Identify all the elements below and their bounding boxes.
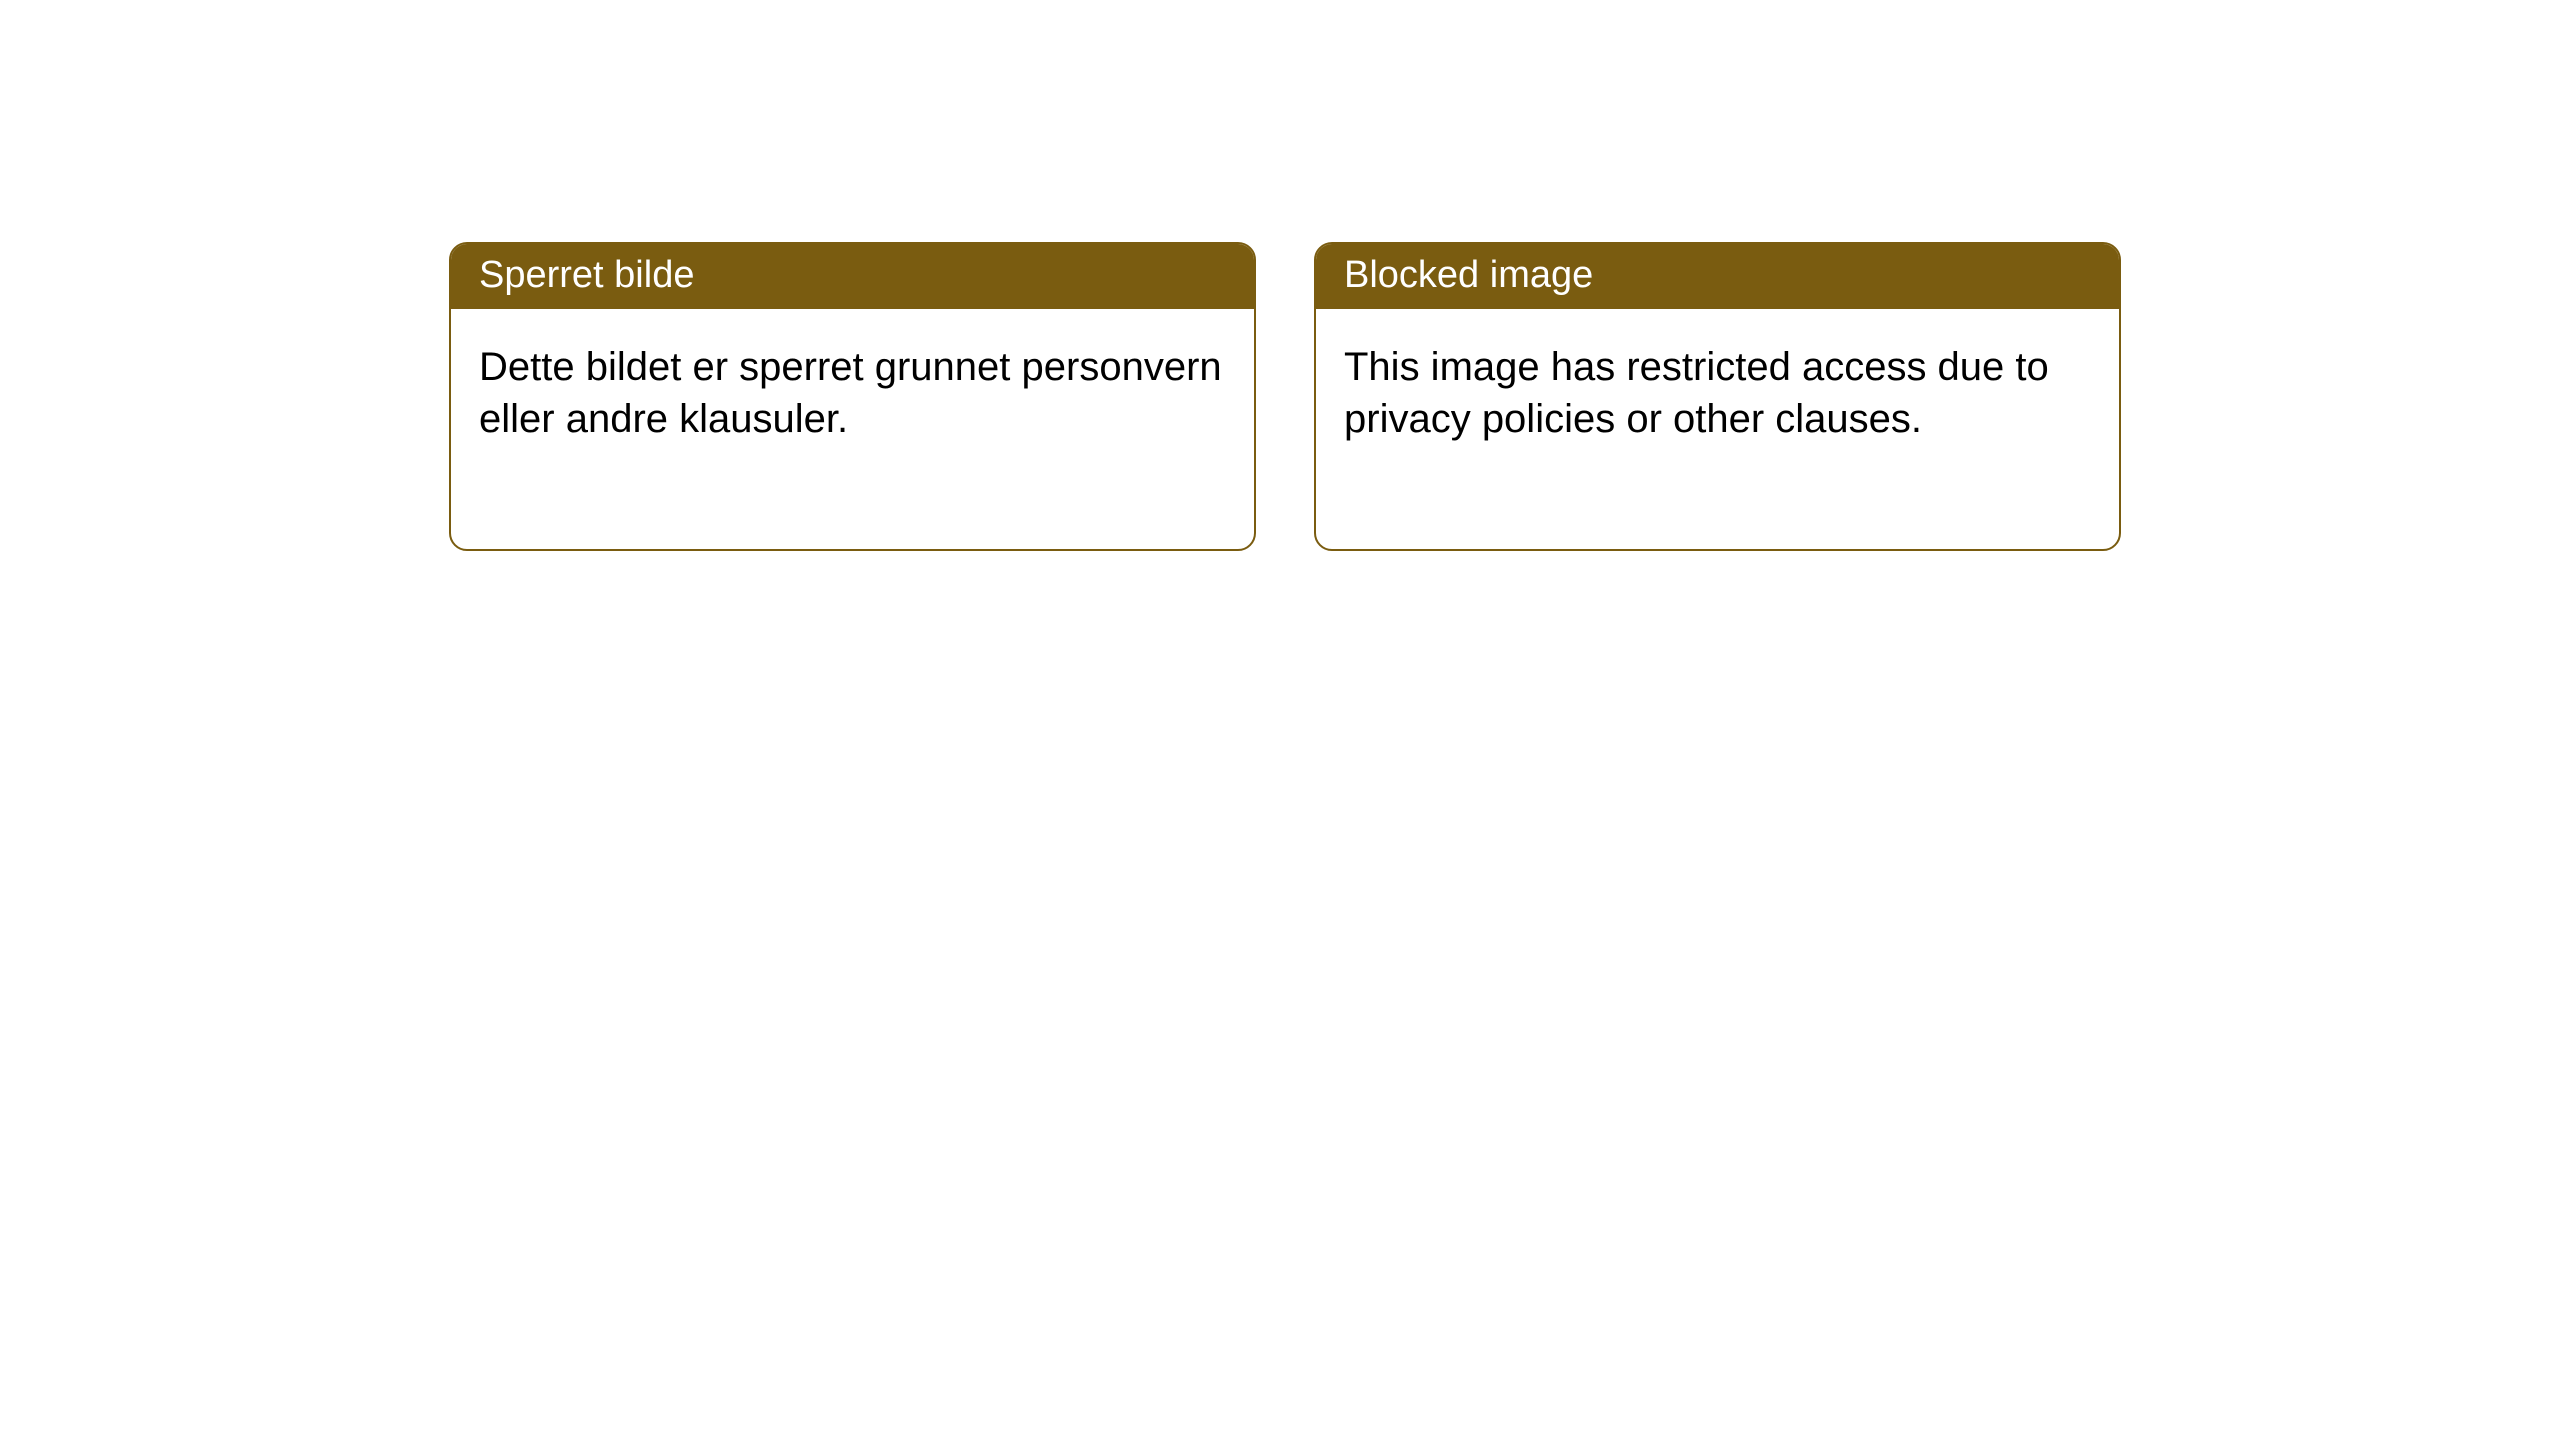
notice-card-norwegian: Sperret bilde Dette bildet er sperret gr… <box>449 242 1256 551</box>
notice-body: This image has restricted access due to … <box>1316 309 2119 549</box>
notice-body: Dette bildet er sperret grunnet personve… <box>451 309 1254 549</box>
notice-container: Sperret bilde Dette bildet er sperret gr… <box>0 0 2560 551</box>
notice-header: Sperret bilde <box>451 244 1254 309</box>
notice-card-english: Blocked image This image has restricted … <box>1314 242 2121 551</box>
notice-header: Blocked image <box>1316 244 2119 309</box>
